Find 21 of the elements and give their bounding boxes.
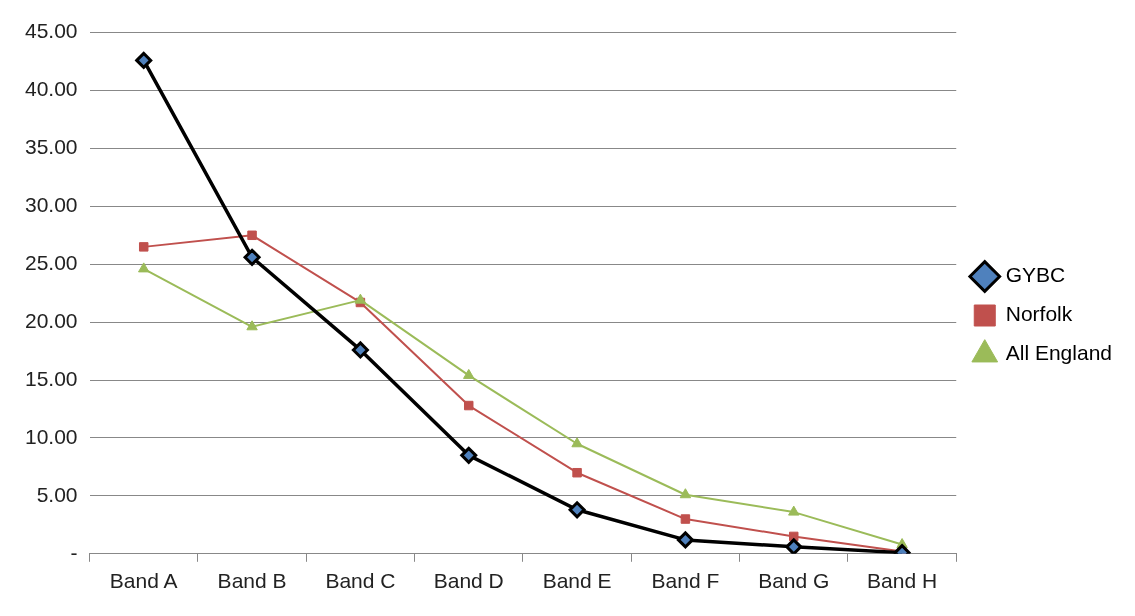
y-tick-label: 20.00 (24, 308, 78, 332)
y-tick-label: - (70, 540, 78, 564)
x-tick-label: Band D (433, 569, 504, 593)
legend-label: GYBC (1005, 263, 1066, 287)
x-tick-label: Band A (109, 569, 178, 593)
y-tick-label: 25.00 (24, 251, 78, 275)
x-tick-label: Band B (217, 569, 287, 593)
y-tick-label: 40.00 (24, 77, 78, 101)
y-tick-label: 15.00 (24, 366, 78, 390)
legend-label: All England (1005, 341, 1113, 365)
y-tick-label: 10.00 (24, 424, 78, 448)
y-tick-label: 5.00 (36, 482, 78, 506)
x-tick-label: Band H (867, 569, 938, 593)
y-tick-label: 45.00 (24, 19, 78, 43)
y-tick-label: 35.00 (24, 135, 78, 159)
legend-label: Norfolk (1005, 302, 1073, 326)
y-tick-label: 30.00 (24, 193, 78, 217)
x-tick-label: Band E (542, 569, 612, 593)
x-tick-label: Band F (651, 569, 720, 593)
x-tick-label: Band C (325, 569, 396, 593)
x-tick-label: Band G (758, 569, 830, 593)
